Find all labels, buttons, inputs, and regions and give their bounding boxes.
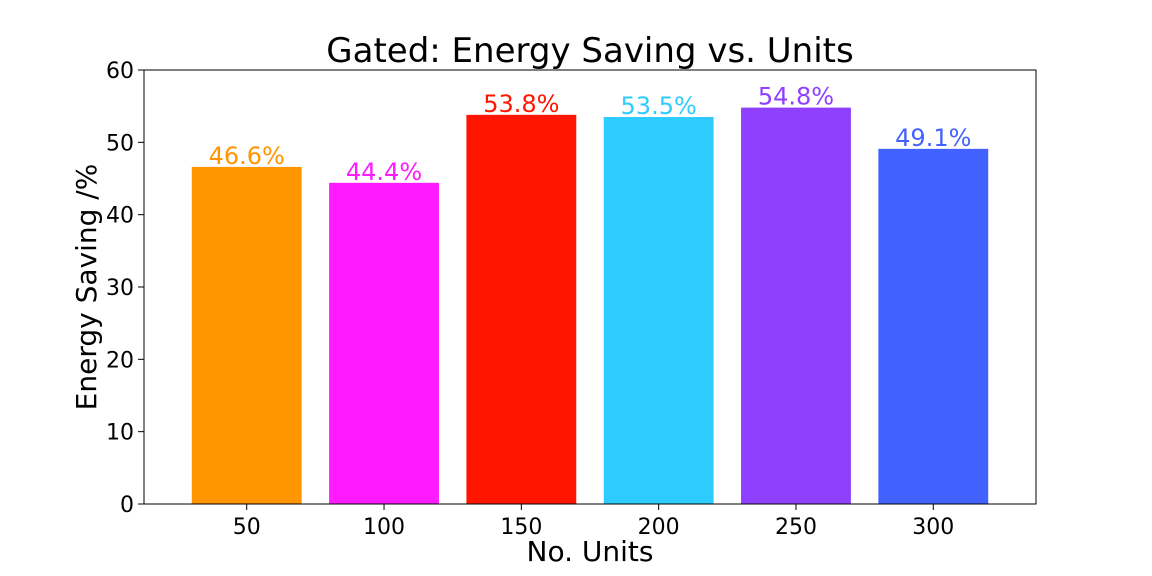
bar-value-label: 44.4% xyxy=(346,158,422,186)
bar-value-label: 46.6% xyxy=(209,142,285,170)
bar-value-label: 53.5% xyxy=(621,92,697,120)
x-axis-label: No. Units xyxy=(527,535,654,568)
y-axis-label: Energy Saving /% xyxy=(70,164,103,411)
x-tick-label: 100 xyxy=(363,515,405,540)
y-tick-label: 60 xyxy=(106,59,134,84)
x-tick-label: 50 xyxy=(233,515,261,540)
x-tick-label: 200 xyxy=(638,515,680,540)
x-tick-label: 150 xyxy=(500,515,542,540)
y-tick-label: 20 xyxy=(106,348,134,373)
bar-150 xyxy=(466,114,577,504)
y-tick-label: 30 xyxy=(106,276,134,301)
bar-300 xyxy=(878,148,989,505)
bar-250 xyxy=(741,107,851,504)
bar-value-label: 49.1% xyxy=(895,124,971,152)
x-tick-label: 250 xyxy=(775,515,817,540)
plot-frame xyxy=(143,69,1037,505)
y-tick-label: 50 xyxy=(106,131,134,156)
bar-value-label: 54.8% xyxy=(758,83,834,111)
y-tick-label: 0 xyxy=(120,493,134,518)
y-tick-label: 40 xyxy=(106,204,134,229)
y-tick-label: 10 xyxy=(106,421,134,446)
x-axis-ticks: 50 100 150 200 250 300 xyxy=(233,504,954,540)
bar-value-label: 53.8% xyxy=(483,90,559,118)
y-axis-ticks: 0 10 20 30 40 50 60 xyxy=(106,59,144,518)
bar-200 xyxy=(603,117,714,505)
chart-title: Gated: Energy Saving vs. Units xyxy=(326,31,853,71)
x-tick-label: 300 xyxy=(912,515,954,540)
bar-50 xyxy=(191,166,302,504)
bar-100 xyxy=(329,182,439,504)
bar-value-labels: 46.6% 44.4% 53.8% 53.5% 54.8% 49.1% xyxy=(209,83,972,186)
bars xyxy=(191,107,989,505)
